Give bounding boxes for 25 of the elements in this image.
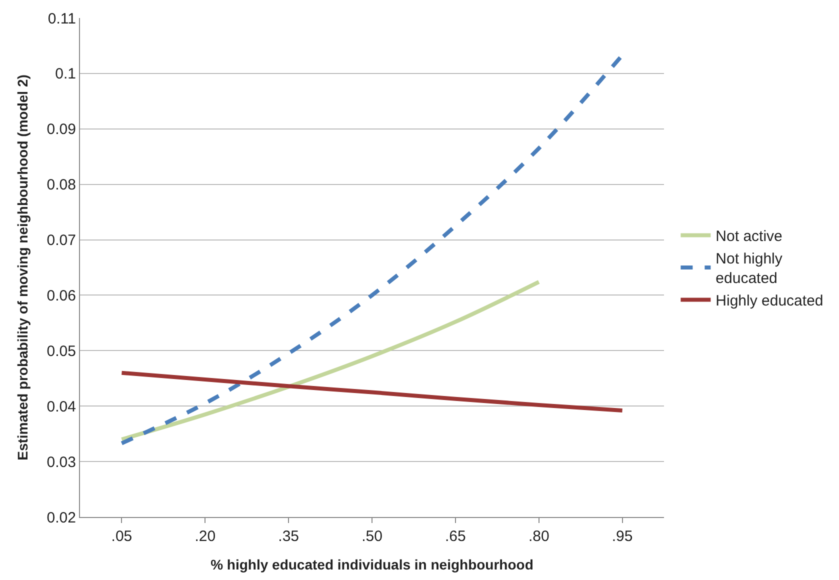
y-tick-label: 0.08 [46,176,76,194]
legend-label: Not active [716,228,782,246]
y-tick-label: 0.03 [46,454,76,471]
y-tick-label: 0.09 [46,121,76,138]
line-series [120,280,541,442]
x-tick-label: .05 [111,528,132,545]
y-tick-label: 0.11 [48,10,76,28]
legend-label: Highly educated [716,292,824,310]
x-tick-label: .35 [278,528,299,545]
y-tick-label: 0.07 [46,232,76,250]
x-axis-title: % highly educated individuals in neighbourhood [210,556,534,572]
y-tick-label: 0.05 [46,342,76,360]
line-series [120,370,624,413]
legend-label: Not highly educated [716,250,783,288]
x-tick-label: .80 [528,528,550,545]
y-tick-label: 0.1 [55,66,76,83]
y-tick-label: 0.06 [46,287,76,304]
y-tick-label: 0.02 [46,509,76,526]
y-axis-title: Estimated probability of moving neighbourhood (model 2) [14,74,30,460]
y-tick-label: 0.04 [46,398,76,416]
x-tick-label: .50 [362,528,382,545]
line-series [120,53,624,446]
x-tick-label: .65 [445,528,466,545]
x-tick-label: .20 [194,528,216,545]
x-tick-label: .95 [612,528,633,545]
